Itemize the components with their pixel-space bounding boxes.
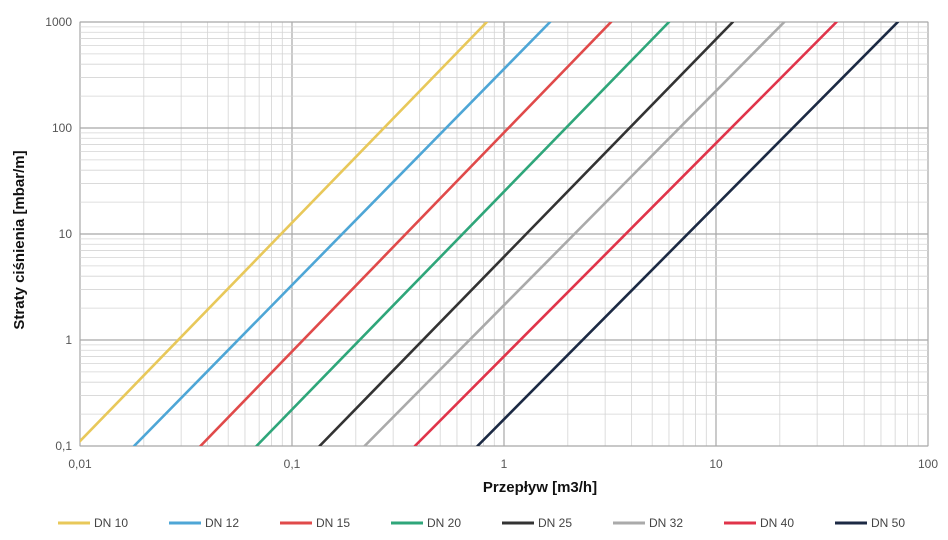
x-tick-label: 100 — [918, 457, 938, 471]
y-axis-title: Straty ciśnienia [mbar/m] — [11, 150, 28, 329]
y-tick-label: 1 — [65, 333, 72, 347]
tick-labels: 0,01 0,1 1 10 100 0,1 1 10 100 1000 — [45, 15, 938, 471]
series-line-dn-32 — [363, 22, 786, 446]
legend: DN 10 DN 12 DN 15 DN 20 DN 25 DN 32 DN 40 DN 50 — [58, 516, 905, 530]
x-axis-title: Przepływ [m3/h] — [483, 479, 597, 496]
y-tick-label: 100 — [52, 121, 72, 135]
legend-label: DN 50 — [871, 516, 905, 530]
legend-label: DN 25 — [538, 516, 572, 530]
legend-label: DN 12 — [205, 516, 239, 530]
series-line-dn-25 — [318, 22, 735, 446]
y-tick-label: 10 — [59, 227, 73, 241]
y-tick-label: 0,1 — [55, 439, 72, 453]
series-lines — [80, 22, 900, 446]
legend-label: DN 32 — [649, 516, 683, 530]
series-line-dn-50 — [476, 22, 900, 446]
series-line-dn-12 — [132, 22, 552, 446]
series-line-dn-10 — [80, 22, 489, 444]
x-tick-label: 0,1 — [284, 457, 301, 471]
x-tick-label: 0,01 — [68, 457, 92, 471]
x-tick-label: 1 — [501, 457, 508, 471]
series-line-dn-40 — [413, 22, 838, 446]
series-line-dn-20 — [255, 22, 671, 446]
y-tick-label: 1000 — [45, 15, 72, 29]
x-tick-label: 10 — [709, 457, 723, 471]
legend-label: DN 20 — [427, 516, 461, 530]
legend-label: DN 10 — [94, 516, 128, 530]
grid — [79, 21, 929, 447]
series-line-dn-15 — [199, 22, 613, 446]
legend-label: DN 15 — [316, 516, 350, 530]
legend-label: DN 40 — [760, 516, 794, 530]
